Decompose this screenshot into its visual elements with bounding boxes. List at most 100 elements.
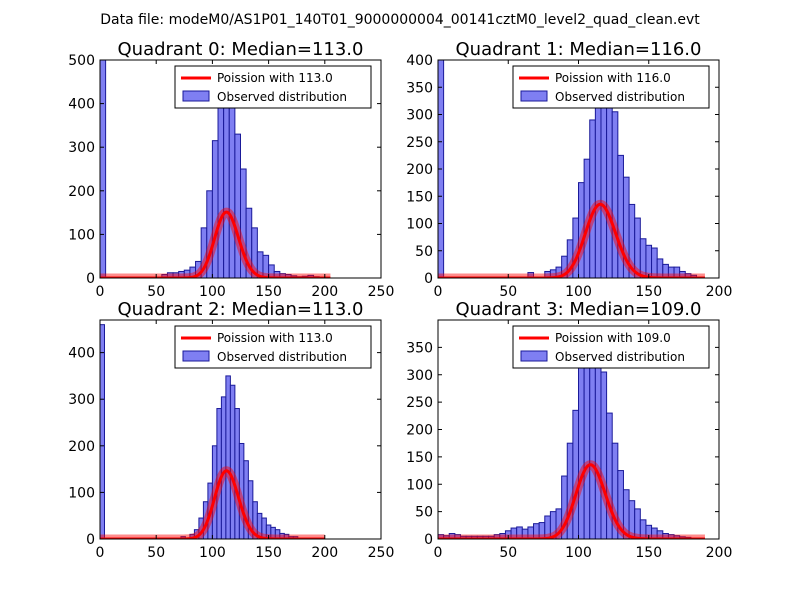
y-tick-label: 200 <box>68 439 95 455</box>
x-tick-label: 50 <box>147 545 165 561</box>
legend-bars-swatch <box>182 350 210 362</box>
histogram-bar <box>611 111 619 278</box>
x-tick-label: 0 <box>434 545 443 561</box>
x-tick-label: 200 <box>706 545 733 561</box>
legend-bars-label: Observed distribution <box>217 90 347 104</box>
y-tick-label: 300 <box>406 108 433 124</box>
y-tick-label: 300 <box>68 140 95 156</box>
histogram-bar <box>100 324 105 539</box>
y-tick-label: 50 <box>415 505 433 521</box>
plot-content <box>100 60 335 278</box>
legend-curve-label: Poission with 113.0 <box>217 331 333 345</box>
x-tick-label: 250 <box>368 545 395 561</box>
chart-title: Quadrant 1: Median=116.0 <box>456 39 702 60</box>
poisson-curve <box>100 469 326 539</box>
histogram-bar <box>234 133 242 278</box>
histogram-bar <box>589 119 596 278</box>
y-tick-label: 300 <box>68 392 95 408</box>
y-tick-label: 200 <box>68 184 95 200</box>
y-tick-label: 50 <box>415 244 433 260</box>
chart-title: Quadrant 3: Median=109.0 <box>456 299 702 320</box>
x-tick-label: 200 <box>706 284 733 300</box>
x-tick-label: 50 <box>499 545 517 561</box>
chart-panel-0: 0 50 100 150 200 250 0 100 200 300 400 500 Quadrant … <box>68 39 394 300</box>
axes-frame <box>99 59 382 279</box>
x-tick-label: 150 <box>255 545 282 561</box>
x-tick-label: 50 <box>499 284 517 300</box>
histogram-bar <box>594 93 602 278</box>
y-tick-label: 100 <box>406 477 433 493</box>
histogram-bar <box>234 408 240 539</box>
x-tick-label: 150 <box>635 545 662 561</box>
chart-title: Quadrant 0: Median=113.0 <box>118 39 364 60</box>
y-tick-label: 0 <box>86 271 95 287</box>
legend-bars-swatch <box>182 90 210 102</box>
x-tick-label: 50 <box>147 284 165 300</box>
chart-panel-3: 0 50 100 150 200 0 50 100 150 200 250 300 350 Quadran… <box>406 299 732 561</box>
y-tick-label: 400 <box>68 346 95 362</box>
legend-curve-label: Poission with 109.0 <box>555 331 671 345</box>
x-tick-label: 100 <box>199 545 226 561</box>
chart-panel-1: 0 50 100 150 200 0 50 100 150 200 250 300 350 400 Quad… <box>406 39 732 300</box>
y-tick-label: 150 <box>406 189 433 205</box>
x-tick-label: 200 <box>311 284 338 300</box>
x-tick-label: 100 <box>565 284 592 300</box>
x-tick-label: 250 <box>368 284 395 300</box>
histogram-bar <box>583 338 591 539</box>
histogram-bar <box>606 92 613 278</box>
y-tick-label: 250 <box>406 135 433 151</box>
y-tick-label: 200 <box>406 423 433 439</box>
y-tick-label: 350 <box>406 80 433 96</box>
legend: Poission with 116.0 Observed distribution <box>512 65 710 109</box>
y-tick-label: 200 <box>406 162 433 178</box>
chart-panel-2: 0 50 100 150 200 250 0 100 200 300 400 Quadrant 2: … <box>68 299 394 561</box>
legend: Poission with 113.0 Observed distribution <box>174 65 372 109</box>
y-tick-label: 150 <box>406 450 433 466</box>
legend: Poission with 113.0 Observed distribution <box>174 325 372 369</box>
y-tick-label: 100 <box>406 217 433 233</box>
legend-bars-swatch <box>520 90 548 102</box>
poisson-curve <box>438 463 706 539</box>
plot-content <box>438 334 709 539</box>
x-tick-label: 100 <box>565 545 592 561</box>
x-tick-label: 0 <box>96 284 105 300</box>
legend-bars-label: Observed distribution <box>217 350 347 364</box>
figure-suptitle: Data file: modeM0/AS1P01_140T01_90000000… <box>100 12 700 28</box>
legend-curve-label: Poission with 116.0 <box>555 71 671 85</box>
y-tick-label: 500 <box>68 53 95 69</box>
x-tick-label: 100 <box>199 284 226 300</box>
histogram-bar <box>225 375 231 539</box>
x-tick-label: 150 <box>635 284 662 300</box>
y-tick-label: 400 <box>68 97 95 113</box>
histogram-bar <box>228 85 236 278</box>
y-tick-label: 0 <box>424 271 433 287</box>
y-tick-label: 0 <box>424 532 433 548</box>
x-tick-label: 150 <box>255 284 282 300</box>
y-tick-label: 250 <box>406 395 433 411</box>
histogram-bar <box>100 60 107 278</box>
chart-title: Quadrant 2: Median=113.0 <box>118 299 364 320</box>
y-tick-label: 400 <box>406 53 433 69</box>
histogram-bar <box>594 352 602 539</box>
legend-curve-label: Poission with 113.0 <box>217 71 333 85</box>
legend-bars-label: Observed distribution <box>555 90 685 104</box>
histogram-bar <box>578 366 585 539</box>
x-tick-label: 200 <box>311 545 338 561</box>
histogram-bar <box>217 100 225 278</box>
legend-bars-label: Observed distribution <box>555 350 685 364</box>
x-tick-label: 0 <box>434 284 443 300</box>
y-tick-label: 350 <box>406 340 433 356</box>
legend: Poission with 109.0 Observed distribution <box>512 325 710 369</box>
histogram-bar <box>572 409 580 539</box>
y-tick-label: 100 <box>68 485 95 501</box>
y-tick-label: 100 <box>68 227 95 243</box>
axes-frame <box>99 319 382 540</box>
histogram-bar <box>229 384 236 539</box>
y-tick-label: 300 <box>406 368 433 384</box>
histogram-bar <box>600 371 608 539</box>
y-tick-label: 0 <box>86 532 95 548</box>
legend-bars-swatch <box>520 350 548 362</box>
x-tick-label: 0 <box>96 545 105 561</box>
plot-content <box>100 324 329 539</box>
